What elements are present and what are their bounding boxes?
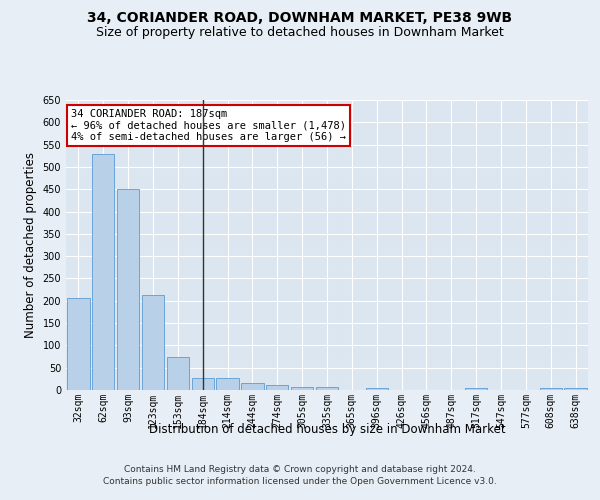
- Bar: [465, 388, 487, 390]
- Bar: [117, 189, 139, 390]
- Text: Distribution of detached houses by size in Downham Market: Distribution of detached houses by size …: [149, 422, 505, 436]
- Text: 34 CORIANDER ROAD: 187sqm
← 96% of detached houses are smaller (1,478)
4% of sem: 34 CORIANDER ROAD: 187sqm ← 96% of detac…: [71, 108, 346, 142]
- Y-axis label: Number of detached properties: Number of detached properties: [24, 152, 37, 338]
- Bar: [316, 387, 338, 390]
- Bar: [217, 378, 239, 390]
- Bar: [191, 378, 214, 390]
- Bar: [291, 387, 313, 390]
- Text: 34, CORIANDER ROAD, DOWNHAM MARKET, PE38 9WB: 34, CORIANDER ROAD, DOWNHAM MARKET, PE38…: [88, 12, 512, 26]
- Bar: [565, 388, 587, 390]
- Text: Contains public sector information licensed under the Open Government Licence v3: Contains public sector information licen…: [103, 477, 497, 486]
- Bar: [67, 298, 89, 390]
- Bar: [167, 356, 189, 390]
- Bar: [266, 384, 289, 390]
- Bar: [365, 388, 388, 390]
- Text: Contains HM Land Registry data © Crown copyright and database right 2024.: Contains HM Land Registry data © Crown c…: [124, 466, 476, 474]
- Bar: [539, 388, 562, 390]
- Bar: [142, 296, 164, 390]
- Bar: [92, 154, 115, 390]
- Bar: [241, 384, 263, 390]
- Text: Size of property relative to detached houses in Downham Market: Size of property relative to detached ho…: [96, 26, 504, 39]
